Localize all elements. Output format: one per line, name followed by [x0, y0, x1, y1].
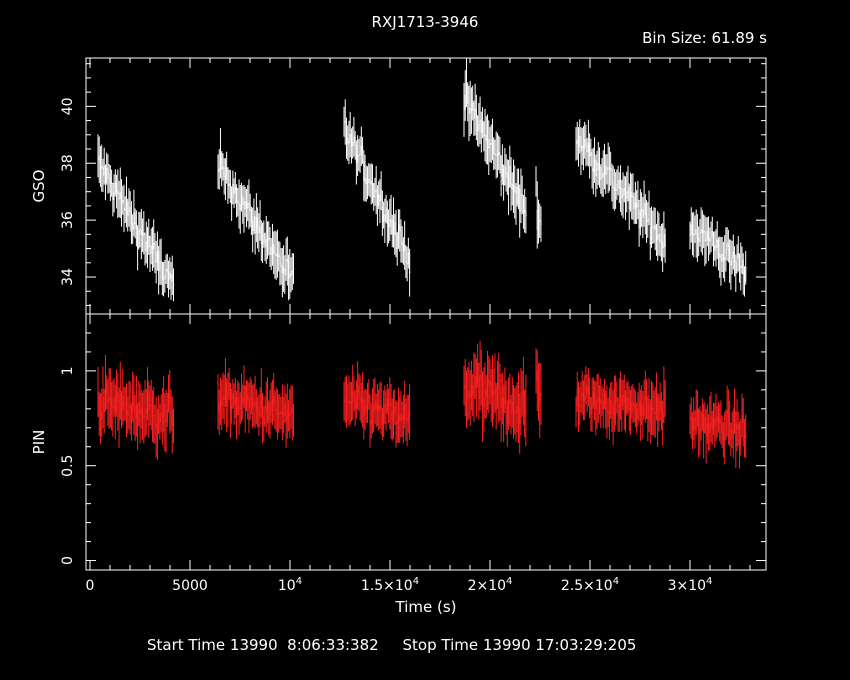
start-time-value: 13990 8:06:33:382 — [229, 636, 379, 654]
x-tick-label: 5000 — [172, 578, 208, 594]
y-tick-label: 0.5 — [60, 455, 76, 477]
y-tick-label: 36 — [60, 211, 76, 229]
y-tick-label: 40 — [60, 97, 76, 115]
y-tick-label: 34 — [60, 268, 76, 286]
bottom-y-axis-label: PIN — [30, 430, 48, 455]
x-tick-label: 2×104 — [468, 576, 513, 594]
x-axis-label: Time (s) — [395, 598, 457, 616]
y-tick-label: 0 — [60, 556, 76, 565]
x-tick-label: 104 — [278, 576, 302, 594]
start-time-label: Start Time — [147, 636, 226, 654]
x-tick-label: 0 — [86, 578, 95, 594]
x-tick-label: 1.5×104 — [361, 576, 419, 594]
chart-title: RXJ1713-3946 — [371, 13, 479, 31]
bin-size-label: Bin Size: 61.89 s — [642, 29, 767, 47]
x-tick-label: 3×104 — [668, 576, 713, 594]
stop-time-label: Stop Time — [402, 636, 479, 654]
bottom-series — [97, 340, 747, 469]
y-tick-label: 1 — [60, 366, 76, 375]
bottom-panel-frame — [85, 313, 767, 571]
y-tick-label: 38 — [60, 154, 76, 172]
top-y-axis-label: GSO — [30, 170, 48, 203]
x-tick-label: 2.5×104 — [561, 576, 619, 594]
stop-time-value: 13990 17:03:29:205 — [482, 636, 637, 654]
time-range-footer: Start Time 13990 8:06:33:382 Stop Time 1… — [147, 636, 636, 654]
top-panel-frame — [85, 57, 767, 315]
top-series — [97, 58, 747, 302]
